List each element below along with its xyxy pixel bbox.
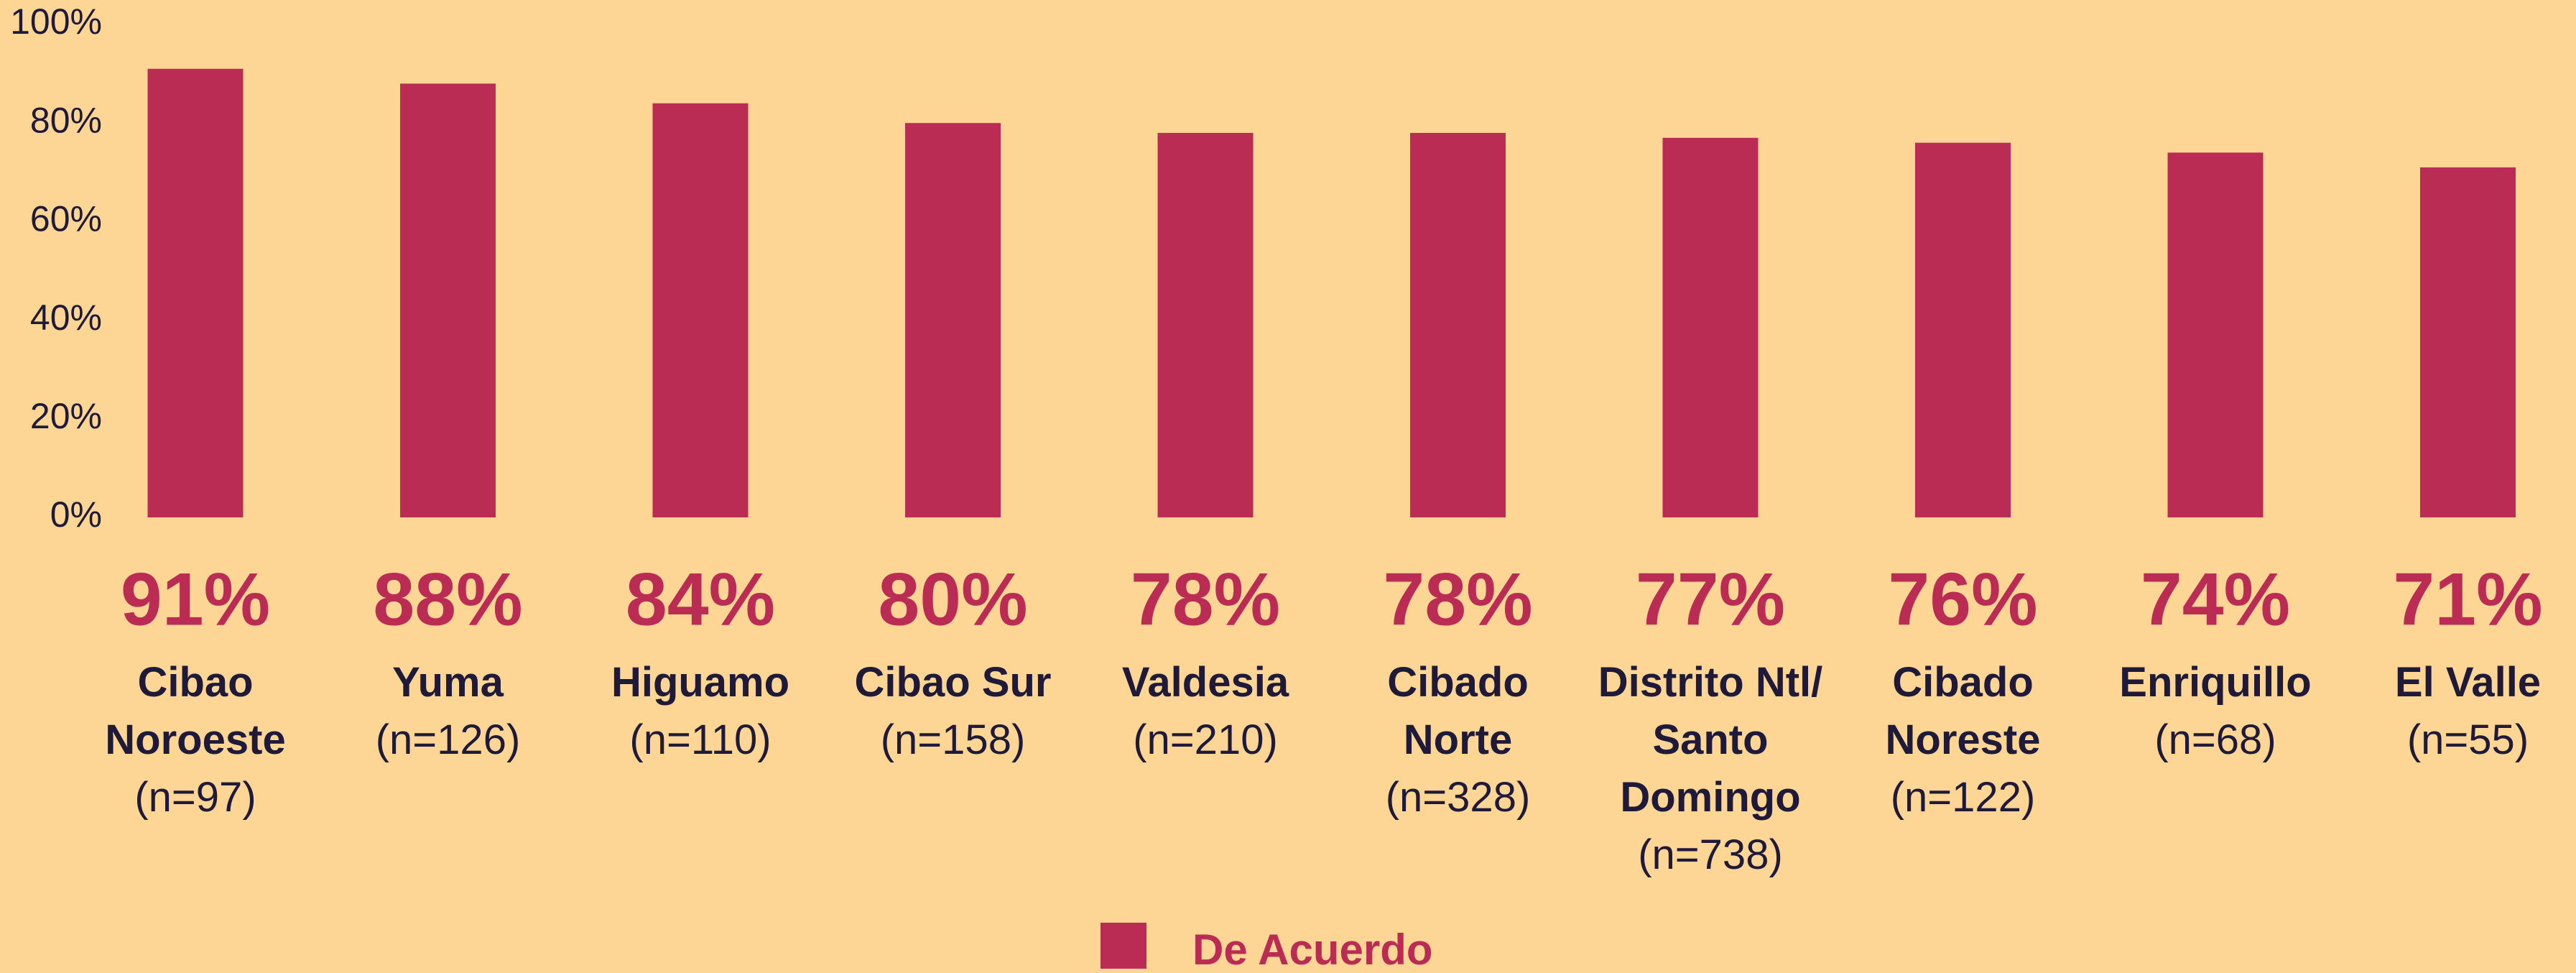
bar <box>147 68 244 518</box>
value-label: 78% <box>1383 558 1532 641</box>
sample-size: (n=738) <box>1638 831 1783 878</box>
category-name: Enriquillo <box>2119 659 2312 706</box>
x-tick-label: Yuma (n=126) <box>319 654 578 769</box>
category-name: El Valle <box>2394 659 2542 706</box>
y-tick-label: 60% <box>30 199 102 239</box>
bar <box>1157 132 1254 518</box>
value-label: 88% <box>373 558 522 641</box>
y-tick-label: 100% <box>10 1 102 42</box>
value-label: 84% <box>626 558 775 641</box>
bar <box>2167 152 2264 518</box>
category-name: Cibado Norte <box>1387 659 1529 763</box>
x-tick-label: Distrito Ntl/ Santo Domingo (n=738) <box>1581 654 1840 884</box>
category-name: Cibao Sur <box>854 659 1052 706</box>
sample-size: (n=158) <box>880 716 1026 763</box>
category-name: Higuamo <box>611 659 790 706</box>
value-label: 78% <box>1131 558 1280 641</box>
x-tick-label: Valdesia (n=210) <box>1076 654 1335 769</box>
bar <box>1410 132 1506 518</box>
x-tick-label: Cibao Sur (n=158) <box>824 654 1083 769</box>
sample-size: (n=55) <box>2406 716 2529 763</box>
x-tick-label: Cibao Noroeste (n=97) <box>66 654 325 826</box>
bar <box>652 103 749 517</box>
category-name: Cibao Noroeste <box>105 659 286 763</box>
sample-size: (n=126) <box>375 716 521 763</box>
sample-size: (n=110) <box>629 716 772 763</box>
sample-size: (n=97) <box>134 774 256 821</box>
sample-size: (n=328) <box>1385 774 1531 821</box>
bar <box>1915 142 2011 517</box>
y-tick-label: 80% <box>30 100 102 140</box>
x-tick-label: Higuamo (n=110) <box>571 654 830 769</box>
value-label: 76% <box>1888 558 2037 641</box>
category-name: Distrito Ntl/ Santo Domingo <box>1598 659 1823 821</box>
sample-size: (n=68) <box>2154 716 2276 763</box>
category-name: Yuma <box>392 659 504 706</box>
x-tick-label: El Valle (n=55) <box>2339 654 2576 769</box>
bar <box>905 123 1001 517</box>
value-label: 80% <box>878 558 1027 641</box>
sample-size: (n=210) <box>1133 716 1278 763</box>
y-tick-label: 40% <box>30 298 102 338</box>
y-tick-label: 20% <box>30 396 102 436</box>
x-tick-label: Enriquillo (n=68) <box>2086 654 2345 769</box>
y-tick-label: 0% <box>50 494 102 535</box>
x-tick-label: Cibado Noreste (n=122) <box>1834 654 2093 826</box>
value-label: 77% <box>1636 558 1785 641</box>
x-tick-label: Cibado Norte (n=328) <box>1329 654 1588 826</box>
legend-label: De Acuerdo <box>1192 926 1433 973</box>
value-label: 71% <box>2393 558 2542 641</box>
category-name: Valdesia <box>1121 659 1289 706</box>
bar <box>1662 137 1759 517</box>
bar <box>400 83 496 517</box>
value-label: 91% <box>121 558 270 641</box>
bar <box>2420 167 2516 517</box>
legend-swatch <box>1101 923 1146 969</box>
value-label: 74% <box>2141 558 2290 641</box>
sample-size: (n=122) <box>1890 774 2036 821</box>
category-name: Cibado Noreste <box>1885 659 2041 763</box>
